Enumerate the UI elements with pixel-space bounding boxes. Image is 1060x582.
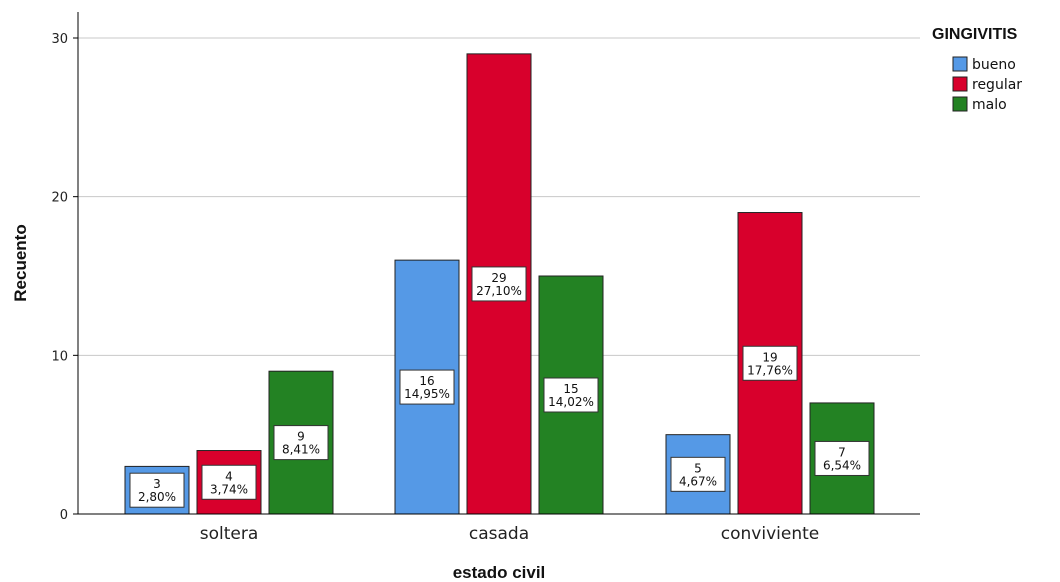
data-label: 54,67% xyxy=(670,456,726,492)
y-tick-labels: 0 10 20 30 xyxy=(51,32,78,523)
legend-label-bueno: bueno xyxy=(972,57,1016,73)
data-label: 76,54% xyxy=(814,440,870,476)
data-label-percent: 8,41% xyxy=(282,443,320,457)
data-label-percent: 14,95% xyxy=(404,387,450,401)
data-label-percent: 4,67% xyxy=(679,474,717,488)
data-label-box xyxy=(201,464,257,500)
y-axis-title: Recuento xyxy=(11,224,30,301)
y-tick-label: 0 xyxy=(60,508,68,523)
data-label-count: 3 xyxy=(153,477,161,491)
data-label-box xyxy=(399,369,455,405)
data-label-percent: 6,54% xyxy=(823,458,861,472)
y-tick-label: 10 xyxy=(51,349,68,364)
data-label-percent: 27,10% xyxy=(476,284,522,298)
legend-label-malo: malo xyxy=(972,97,1007,113)
data-label-percent: 2,80% xyxy=(138,490,176,504)
data-label: 98,41% xyxy=(273,425,329,461)
legend-swatch-regular xyxy=(952,76,968,92)
legend-title: GINGIVITIS xyxy=(932,26,1018,43)
data-label-count: 15 xyxy=(563,382,578,396)
data-label-count: 5 xyxy=(694,461,702,475)
axes xyxy=(77,12,920,515)
data-label-count: 16 xyxy=(419,374,434,388)
x-tick-labels: soltera casada conviviente xyxy=(200,524,819,544)
data-label-count: 4 xyxy=(225,469,233,483)
data-label: 32,80% xyxy=(129,472,185,508)
data-label-box xyxy=(129,472,185,508)
data-label-count: 29 xyxy=(491,271,506,285)
x-axis-title: estado civil xyxy=(453,563,546,582)
data-label: 43,74% xyxy=(201,464,257,500)
x-tick-label: conviviente xyxy=(721,524,819,544)
data-label-percent: 17,76% xyxy=(747,363,793,377)
data-label-percent: 3,74% xyxy=(210,482,248,496)
x-tick-label: soltera xyxy=(200,524,259,544)
data-label-box xyxy=(471,266,527,302)
x-tick-label: casada xyxy=(469,524,529,544)
y-tick-label: 20 xyxy=(51,191,68,206)
data-label-box xyxy=(670,456,726,492)
legend-swatch-bueno xyxy=(952,56,968,72)
legend: GINGIVITIS bueno regular malo xyxy=(932,26,1022,113)
data-label-box xyxy=(273,425,329,461)
data-label-count: 7 xyxy=(838,445,846,459)
data-label-box xyxy=(814,440,870,476)
data-label-box xyxy=(742,345,798,381)
legend-label-regular: regular xyxy=(972,77,1022,93)
data-label-count: 19 xyxy=(762,350,777,364)
y-tick-label: 30 xyxy=(51,32,68,47)
legend-swatch-malo xyxy=(952,96,968,112)
data-label-count: 9 xyxy=(297,430,305,444)
data-label-percent: 14,02% xyxy=(548,395,594,409)
data-label-box xyxy=(543,377,599,413)
